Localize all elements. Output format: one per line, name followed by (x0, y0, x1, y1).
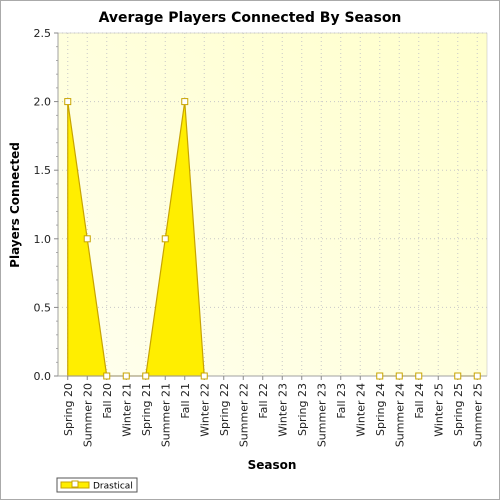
y-tick-label: 1.0 (34, 233, 52, 246)
x-tick-label: Summer 25 (471, 383, 484, 447)
data-point (415, 372, 423, 380)
x-tick-label: Summer 22 (237, 383, 250, 447)
x-tick-label: Winter 23 (276, 383, 289, 437)
y-tick-label: 0.0 (34, 370, 52, 383)
data-point (181, 98, 189, 106)
x-axis-title: Season (248, 458, 297, 472)
x-tick-label: Spring 24 (374, 383, 387, 436)
data-point (454, 372, 462, 380)
y-tick-label: 1.5 (34, 164, 52, 177)
plot-border (57, 32, 488, 377)
x-tick-label: Winter 22 (198, 383, 211, 437)
data-point (395, 372, 403, 380)
data-point (473, 372, 481, 380)
chart-title: Average Players Connected By Season (99, 10, 402, 26)
series-markers (64, 98, 481, 380)
y-tick-label: 2.0 (34, 96, 52, 109)
x-tick-label: Summer 20 (81, 383, 94, 447)
y-tick-label: 2.5 (34, 27, 52, 40)
x-tick-label: Summer 24 (393, 383, 406, 447)
x-tick-label: Fall 20 (101, 383, 114, 419)
data-point (142, 372, 150, 380)
y-tick-labels: 0.0 0.5 1.0 1.5 2.0 2.5 (34, 27, 52, 383)
x-tick-label: Spring 25 (452, 383, 465, 436)
data-point (83, 235, 91, 243)
x-tick-label: Spring 23 (296, 383, 309, 436)
x-tick-label: Fall 22 (257, 383, 270, 419)
data-point (122, 372, 130, 380)
data-point (64, 98, 72, 106)
x-tick-label: Spring 21 (140, 383, 153, 436)
legend-marker (71, 480, 79, 488)
data-point (200, 372, 208, 380)
x-tick-label: Fall 21 (179, 383, 192, 419)
x-tick-label: Fall 23 (335, 383, 348, 419)
y-axis-title: Players Connected (8, 142, 22, 268)
legend-label: Drastical (93, 482, 133, 492)
data-point (161, 235, 169, 243)
x-tick-label: Spring 22 (218, 383, 231, 436)
x-tick-label: Fall 24 (413, 383, 426, 419)
x-tick-label: Winter 24 (354, 383, 367, 437)
plot-area (58, 33, 487, 376)
data-point (376, 372, 384, 380)
legend: Drastical (56, 477, 138, 493)
data-point (103, 372, 111, 380)
y-tick-label: 0.5 (34, 301, 52, 314)
x-tick-label: Winter 25 (432, 383, 445, 437)
x-tick-label: Winter 21 (120, 383, 133, 437)
x-tick-labels: Spring 20 Summer 20 Fall 20 Winter 21 Spring… (62, 383, 485, 447)
x-tick-label: Summer 23 (315, 383, 328, 447)
x-tick-label: Spring 20 (62, 383, 75, 436)
x-tick-label: Summer 21 (159, 383, 172, 447)
